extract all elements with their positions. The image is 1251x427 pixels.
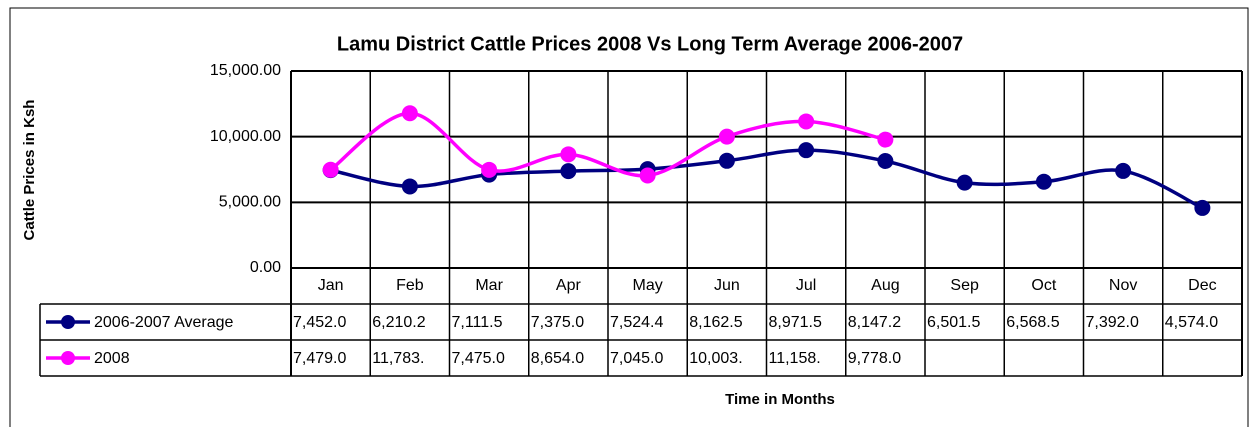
x-tick-label: Mar <box>475 277 503 294</box>
y-axis-title: Cattle Prices in Ksh <box>21 100 38 241</box>
table-value: 11,783. <box>372 350 424 367</box>
data-point <box>560 163 577 180</box>
table-value: 6,501.5 <box>927 314 980 331</box>
data-point <box>401 178 418 195</box>
table-value: 7,111.5 <box>452 314 503 331</box>
y-tick-label: 15,000.00 <box>210 62 281 79</box>
data-point <box>1115 162 1132 179</box>
data-point <box>718 152 735 169</box>
table-value: 10,003. <box>689 350 742 367</box>
data-point <box>639 167 656 184</box>
data-point <box>798 142 815 159</box>
y-tick-label: 0.00 <box>250 259 281 276</box>
table-value: 7,524.4 <box>610 314 663 331</box>
y-tick-label: 10,000.00 <box>210 128 281 145</box>
chart-frame <box>9 7 1249 427</box>
data-point <box>1035 173 1052 190</box>
x-tick-label: Aug <box>871 277 899 294</box>
table-value: 11,158. <box>769 350 821 367</box>
chart-title: Lamu District Cattle Prices 2008 Vs Long… <box>337 33 963 55</box>
table-value: 7,452.0 <box>293 314 346 331</box>
legend-label: 2006-2007 Average <box>94 314 233 331</box>
table-value: 8,971.5 <box>769 314 822 331</box>
table-value: 7,479.0 <box>293 350 346 367</box>
data-point <box>956 174 973 191</box>
table-value: 7,045.0 <box>610 350 663 367</box>
data-point <box>481 161 498 178</box>
x-tick-label: Dec <box>1188 277 1216 294</box>
x-tick-label: Feb <box>396 277 424 294</box>
series-line <box>330 148 1204 210</box>
legend-marker <box>61 315 75 329</box>
x-tick-label: Sep <box>950 277 979 294</box>
x-tick-label: Nov <box>1109 277 1137 294</box>
x-tick-label: Oct <box>1031 277 1056 294</box>
data-point <box>718 128 735 145</box>
x-tick-label: Jul <box>796 277 816 294</box>
table-value: 9,778.0 <box>848 350 901 367</box>
legend-marker <box>61 351 75 365</box>
table-value: 8,654.0 <box>531 350 584 367</box>
table-value: 7,392.0 <box>1086 314 1139 331</box>
x-tick-label: Jun <box>714 277 740 294</box>
data-point <box>322 161 339 178</box>
x-tick-label: Jan <box>318 277 344 294</box>
x-tick-label: May <box>633 277 663 294</box>
table-value: 8,162.5 <box>689 314 742 331</box>
table-value: 7,375.0 <box>531 314 584 331</box>
data-point <box>401 105 418 122</box>
x-tick-label: Apr <box>556 277 582 294</box>
y-tick-label: 5,000.00 <box>219 194 281 211</box>
data-point <box>877 153 894 170</box>
table-value: 8,147.2 <box>848 314 901 331</box>
table-value: 7,475.0 <box>452 350 505 367</box>
data-point <box>1194 199 1211 216</box>
data-point <box>560 146 577 163</box>
table-value: 4,574.0 <box>1165 314 1218 331</box>
table-value: 6,210.2 <box>372 314 425 331</box>
data-point <box>877 131 894 148</box>
x-axis-title: Time in Months <box>725 391 835 408</box>
data-point <box>798 113 815 130</box>
table-value: 6,568.5 <box>1006 314 1059 331</box>
legend-label: 2008 <box>94 350 130 367</box>
